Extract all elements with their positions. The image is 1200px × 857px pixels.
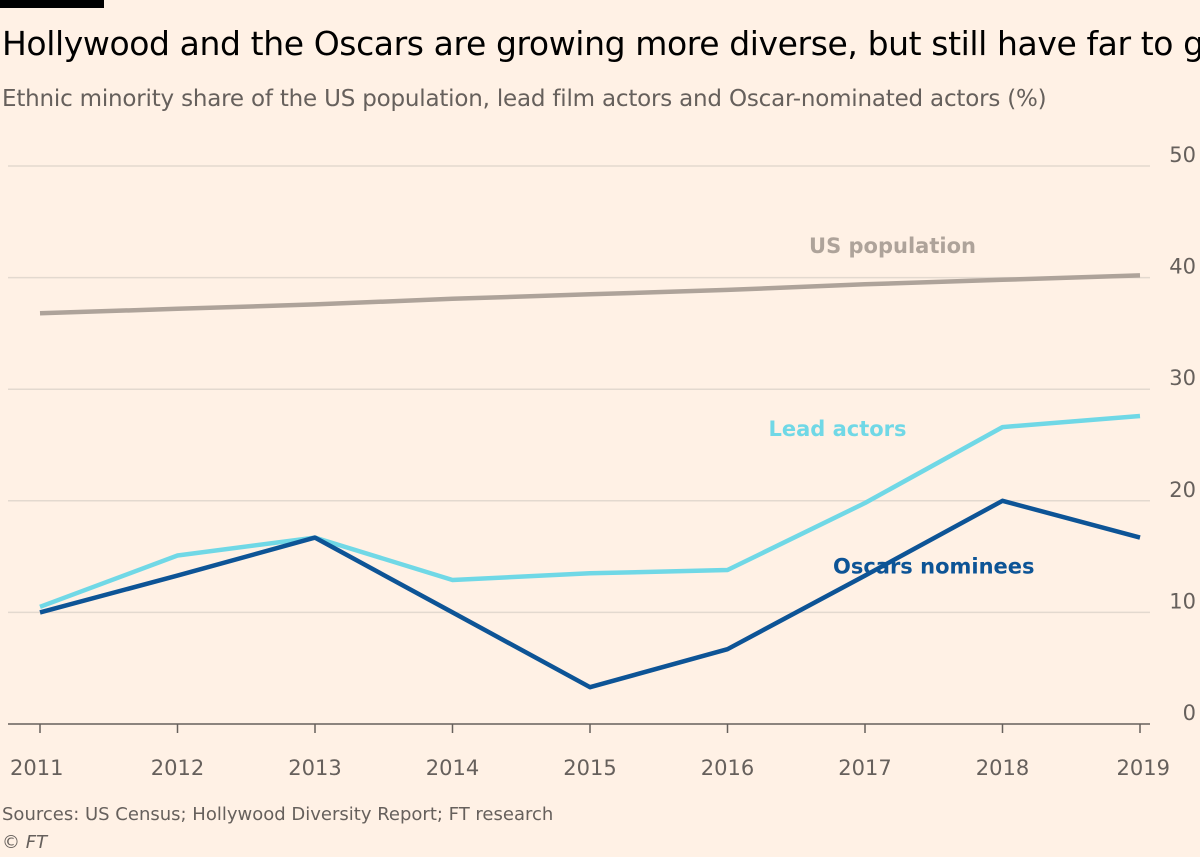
chart-subtitle: Ethnic minority share of the US populati… <box>2 86 1047 112</box>
chart-title: Hollywood and the Oscars are growing mor… <box>2 24 1200 63</box>
series-lines <box>39 273 1141 690</box>
y-tick-label: 20 <box>1169 478 1196 502</box>
axes: 0 10 20 30 40 50 2011 2012 2013 2014 2015 2016 2017 2… <box>10 143 1196 780</box>
series-line-lead_actors <box>39 413 1141 609</box>
x-tick-label: 2015 <box>563 756 616 780</box>
credit-note: © FT <box>2 832 48 853</box>
x-tick-label: 2018 <box>976 756 1029 780</box>
x-tick-label: 2016 <box>701 756 754 780</box>
series-line-oscars_nominees <box>39 498 1141 690</box>
y-tick-label: 40 <box>1169 255 1196 279</box>
x-tick-label: 2012 <box>151 756 204 780</box>
x-tick-label: 2014 <box>426 756 479 780</box>
series-label-us_population: US population <box>809 234 976 258</box>
y-tick-label: 30 <box>1169 366 1196 390</box>
x-tick-label: 2019 <box>1117 756 1170 780</box>
y-tick-label: 0 <box>1183 701 1196 725</box>
series-label-oscars_nominees: Oscars nominees <box>833 554 1035 578</box>
series-line-us_population <box>39 273 1141 316</box>
gridlines <box>8 165 1150 725</box>
x-tick-label: 2011 <box>10 756 63 780</box>
x-tick-label: 2013 <box>288 756 341 780</box>
annotations: US population Lead actors Oscars nominees <box>768 234 1034 578</box>
x-tick-label: 2017 <box>838 756 891 780</box>
y-tick-label: 10 <box>1169 589 1196 613</box>
source-note: Sources: US Census; Hollywood Diversity … <box>2 804 554 825</box>
series-label-lead_actors: Lead actors <box>768 417 906 441</box>
y-tick-label: 50 <box>1169 143 1196 167</box>
brand-bar <box>0 0 104 8</box>
